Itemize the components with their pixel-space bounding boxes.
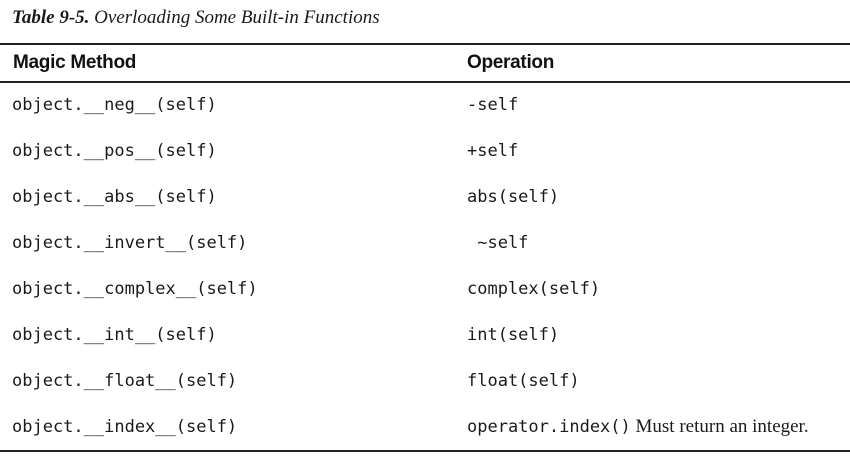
table-row: object.__float__(self) float(self) — [0, 358, 850, 404]
method-cell: object.__invert__(self) — [12, 233, 248, 253]
table-row: object.__complex__(self) complex(self) — [0, 266, 850, 312]
table-number: Table 9-5. — [12, 7, 90, 28]
table-bottom-rule — [0, 450, 850, 452]
table-row: object.__invert__(self) ~self — [0, 220, 850, 266]
method-cell: object.__float__(self) — [12, 371, 238, 391]
method-cell: object.__abs__(self) — [12, 187, 217, 207]
table-title: Overloading Some Built-in Functions — [94, 7, 380, 28]
operation-code: operator.index() — [467, 417, 631, 437]
operation-cell: float(self) — [467, 371, 580, 391]
operation-cell: ~self — [467, 233, 529, 253]
table-header-rule — [0, 81, 850, 83]
operation-cell: -self — [467, 95, 519, 115]
table-top-rule — [0, 43, 850, 45]
method-cell: object.__pos__(self) — [12, 141, 217, 161]
operation-cell: int(self) — [467, 325, 560, 345]
table-row: object.__abs__(self) abs(self) — [0, 174, 850, 220]
table-row: object.__pos__(self) +self — [0, 128, 850, 174]
method-cell: object.__neg__(self) — [12, 95, 217, 115]
operation-note: Must return an integer. — [630, 416, 809, 437]
table-row: object.__neg__(self) -self — [0, 82, 850, 128]
table-row: object.__index__(self) operator.index() … — [0, 404, 850, 450]
operation-cell: abs(self) — [467, 187, 560, 207]
operation-cell: +self — [467, 141, 519, 161]
method-cell: object.__index__(self) — [12, 417, 238, 437]
table-row: object.__int__(self) int(self) — [0, 312, 850, 358]
operation-cell: complex(self) — [467, 279, 601, 299]
method-cell: object.__int__(self) — [12, 325, 217, 345]
header-magic-method: Magic Method — [13, 52, 137, 73]
method-cell: object.__complex__(self) — [12, 279, 258, 299]
operation-cell: operator.index() Must return an integer. — [467, 404, 809, 450]
header-operation: Operation — [467, 52, 555, 73]
table-caption: Table 9-5. Overloading Some Built-in Fun… — [12, 7, 380, 29]
